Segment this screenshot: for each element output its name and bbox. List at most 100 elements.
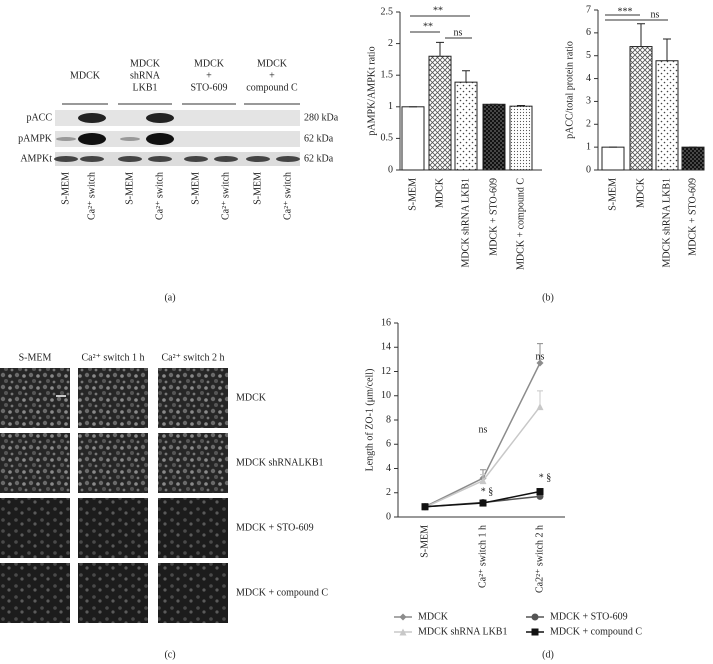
micrograph-column-label: S-MEM <box>19 352 52 363</box>
y-tick-label: 8 <box>386 414 391 425</box>
annotation: ns <box>454 27 463 38</box>
x-tick-label: MDCK shRNA LKB1 <box>460 178 471 267</box>
y-tick-label: 0 <box>388 164 393 175</box>
error-bar <box>637 23 645 47</box>
x-tick-label: MDCK <box>635 177 646 208</box>
x-tick-label: Ca2²⁺ switch 2 h <box>534 525 545 593</box>
y-tick-label: 16 <box>381 317 391 328</box>
micrograph <box>78 368 148 428</box>
blot-group-label: + <box>269 70 275 81</box>
legend-marker <box>399 628 407 636</box>
y-tick-label: 1.5 <box>381 69 394 80</box>
y-axis-label: Length of ZO-1 (μm/cell) <box>364 369 375 472</box>
annotation: ** <box>423 21 433 32</box>
micrograph-row-label: MDCK + compound C <box>236 587 328 598</box>
micrograph <box>0 368 70 428</box>
legend-marker <box>399 613 407 621</box>
bar <box>629 46 653 171</box>
marker <box>479 499 487 507</box>
blot-group-label: + <box>206 70 212 81</box>
y-tick-label: 4 <box>386 463 391 474</box>
x-tick-label: MDCK + compound C <box>515 178 526 270</box>
bar <box>509 105 533 171</box>
blot-row-label: pACC <box>26 112 52 123</box>
western-blot <box>54 110 300 166</box>
lane-label: S-MEM <box>190 172 201 205</box>
panel-label: (c) <box>164 649 175 660</box>
y-tick-label: 2.5 <box>381 6 394 17</box>
marker <box>479 477 487 485</box>
blot-row-label: pAMPK <box>18 133 53 144</box>
marker <box>536 403 544 411</box>
bar <box>428 55 452 171</box>
annotation: ** <box>433 5 443 16</box>
y-tick-label: 10 <box>381 390 391 401</box>
bar <box>401 106 425 171</box>
x-tick-label: S-MEM <box>419 525 430 558</box>
y-axis-label: pACC/total protein ratio <box>564 41 575 139</box>
legend-label: MDCK + STO-609 <box>550 611 628 622</box>
y-tick-label: 2 <box>386 487 391 498</box>
error-bar <box>436 41 444 57</box>
y-tick-label: 0 <box>386 511 391 522</box>
blot-group-label: STO-609 <box>190 82 227 93</box>
y-tick-label: 12 <box>381 366 391 377</box>
y-tick-label: 6 <box>586 27 591 38</box>
y-tick-label: 7 <box>586 4 591 15</box>
micrograph-column-label: Ca²⁺ switch 1 h <box>82 352 145 363</box>
annotation: ns <box>479 424 488 435</box>
micrograph <box>158 433 228 493</box>
y-tick-label: 6 <box>386 439 391 450</box>
y-tick-label: 1 <box>586 141 591 152</box>
y-tick-label: 4 <box>586 73 591 84</box>
lane-label: S-MEM <box>124 172 135 205</box>
micrograph <box>158 498 228 558</box>
micrographs: S-MEM Ca²⁺ switch 1 h Ca²⁺ switch 2 h MDCK M… <box>0 352 328 623</box>
micrograph <box>158 563 228 623</box>
lane-label: Ca²⁺ switch <box>282 172 293 220</box>
micrograph <box>158 368 228 428</box>
y-tick-label: 2 <box>388 38 393 49</box>
x-tick-label: Ca²⁺ switch 1 h <box>477 525 488 588</box>
error-bar <box>517 105 525 107</box>
micrograph <box>0 433 70 493</box>
lane-label: S-MEM <box>252 172 263 205</box>
bar <box>601 146 625 171</box>
bar <box>681 146 705 171</box>
micrograph <box>78 563 148 623</box>
panel-label: (d) <box>542 649 554 660</box>
annotation: ns <box>651 9 660 20</box>
micrograph-row-label: MDCK <box>236 392 267 403</box>
error-bar <box>663 38 671 61</box>
blot-group-label: MDCK <box>130 58 161 69</box>
legend-label: MDCK + compound C <box>550 626 642 637</box>
y-axis-label: pAMPK/AMPKt ratio <box>366 46 377 135</box>
lane-label: Ca²⁺ switch <box>86 172 97 220</box>
blot-size-label: 62 kDa <box>304 133 334 144</box>
y-tick-label: 2 <box>586 119 591 130</box>
annotation: * § <box>539 472 552 483</box>
legend-label: MDCK shRNA LKB1 <box>418 626 507 637</box>
micrograph <box>78 498 148 558</box>
x-tick-label: S-MEM <box>407 178 418 211</box>
annotation: ns <box>536 351 545 362</box>
lane-label: S-MEM <box>60 172 71 205</box>
blot-group-label: MDCK <box>70 70 101 81</box>
legend-marker <box>531 628 539 636</box>
blot-row-label: AMPKt <box>20 153 52 164</box>
blot-group-label: MDCK <box>257 58 288 69</box>
legend-marker <box>531 613 539 621</box>
blot-group-label: compound C <box>246 82 298 93</box>
blot-size-label: 280 kDa <box>304 112 339 123</box>
marker <box>536 359 544 367</box>
micrograph <box>78 433 148 493</box>
legend-label: MDCK <box>418 611 449 622</box>
y-tick-label: 5 <box>586 50 591 61</box>
y-tick-label: 14 <box>381 342 391 353</box>
micrograph-row-label: MDCK + STO-609 <box>236 522 314 533</box>
x-tick-label: MDCK <box>434 177 445 208</box>
micrograph <box>0 498 70 558</box>
y-tick-label: 1 <box>388 101 393 112</box>
bar <box>482 103 506 171</box>
